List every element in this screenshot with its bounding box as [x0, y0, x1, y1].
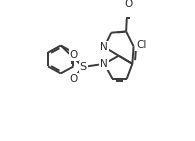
- Text: Cl: Cl: [136, 40, 146, 50]
- Text: S: S: [80, 62, 87, 72]
- Text: N: N: [100, 42, 108, 52]
- Text: N: N: [100, 59, 108, 69]
- Text: O: O: [124, 0, 132, 9]
- Text: O: O: [70, 74, 78, 84]
- Text: O: O: [70, 50, 78, 60]
